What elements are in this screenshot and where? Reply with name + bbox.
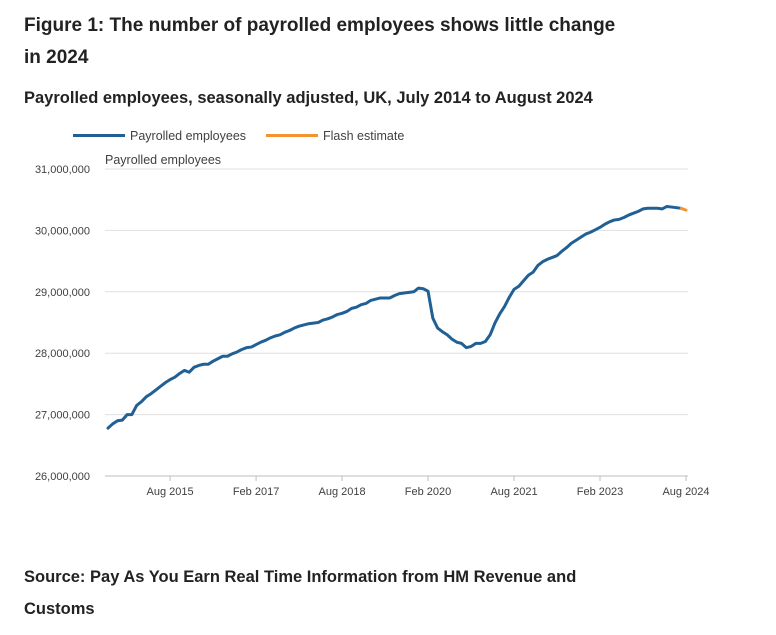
y-tick-label: 30,000,000 (35, 225, 90, 237)
source-note: Source: Pay As You Earn Real Time Inform… (24, 568, 577, 618)
x-tick-label: Feb 2020 (405, 486, 451, 498)
y-tick-label: 29,000,000 (35, 287, 90, 299)
x-axis: Aug 2015 Feb 2017 Aug 2018 Feb 2020 Aug 2021… (147, 476, 710, 498)
x-tick-label: Aug 2015 (147, 486, 194, 498)
series-line-payrolled-employees (106, 204, 683, 430)
y-tick-label: 27,000,000 (35, 410, 90, 422)
y-tick-label: 26,000,000 (35, 471, 90, 483)
series-line-flash-estimate (679, 206, 688, 212)
y-tick-label: 28,000,000 (35, 348, 90, 360)
chart-subtitle: Payrolled employees, seasonally adjusted… (24, 89, 593, 107)
legend-label-1: Flash estimate (323, 129, 404, 143)
gridlines (105, 168, 688, 477)
y-axis-title: Payrolled employees (105, 153, 221, 167)
x-tick-label: Feb 2023 (577, 486, 623, 498)
chart-legend: Payrolled employees Flash estimate (73, 129, 404, 143)
x-tick-label: Feb 2017 (233, 486, 279, 498)
figure-title: Figure 1: The number of payrolled employ… (24, 15, 616, 68)
legend-label-0: Payrolled employees (130, 129, 246, 143)
y-axis: 26,000,000 27,000,000 28,000,000 29,000,000… (35, 164, 90, 483)
line-chart: Payrolled employees Flash estimate 26,000… (35, 129, 710, 498)
x-tick-label: Aug 2021 (490, 486, 537, 498)
x-tick-label: Aug 2024 (662, 486, 709, 498)
x-tick-label: Aug 2018 (319, 486, 366, 498)
y-tick-label: 31,000,000 (35, 164, 90, 176)
series-lines (106, 204, 688, 430)
